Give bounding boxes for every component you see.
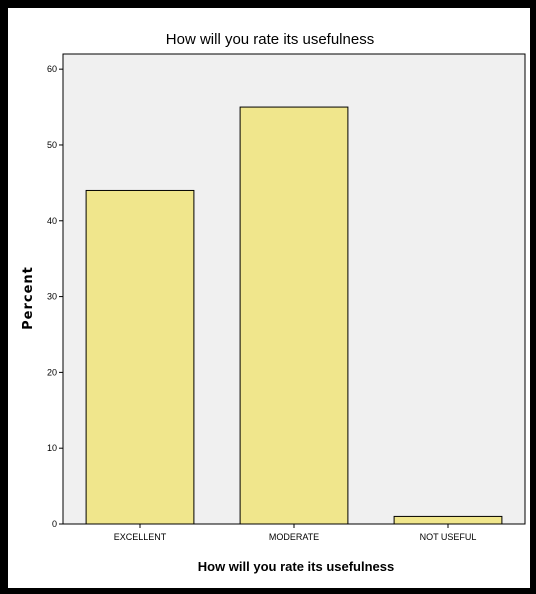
y-tick-label: 40: [47, 216, 57, 226]
x-tick-label: MODERATE: [269, 532, 319, 542]
y-axis: 0 10 20 30 40 50 60: [47, 64, 63, 529]
y-tick-label: 30: [47, 292, 57, 302]
bar-not-useful: [393, 515, 503, 525]
y-tick-label: 20: [47, 367, 57, 377]
y-tick-label: 10: [47, 443, 57, 453]
x-axis-label: How will you rate its usefulness: [198, 559, 395, 574]
y-tick-label: 0: [52, 519, 57, 529]
bar-moderate: [239, 106, 349, 525]
y-axis-label: Percent: [21, 266, 36, 330]
chart-frame: How will you rate its usefulness 0 10 20 30…: [8, 8, 530, 588]
chart-title: How will you rate its usefulness: [166, 31, 374, 48]
y-tick-label: 60: [47, 64, 57, 74]
bars: [85, 106, 503, 525]
bar-excellent: [85, 189, 195, 525]
x-tick-label: NOT USEFUL: [420, 532, 477, 542]
bar-chart: How will you rate its usefulness 0 10 20 30…: [21, 31, 526, 574]
x-tick-label: EXCELLENT: [114, 532, 167, 542]
x-axis: EXCELLENT MODERATE NOT USEFUL: [114, 524, 477, 542]
y-tick-label: 50: [47, 140, 57, 150]
